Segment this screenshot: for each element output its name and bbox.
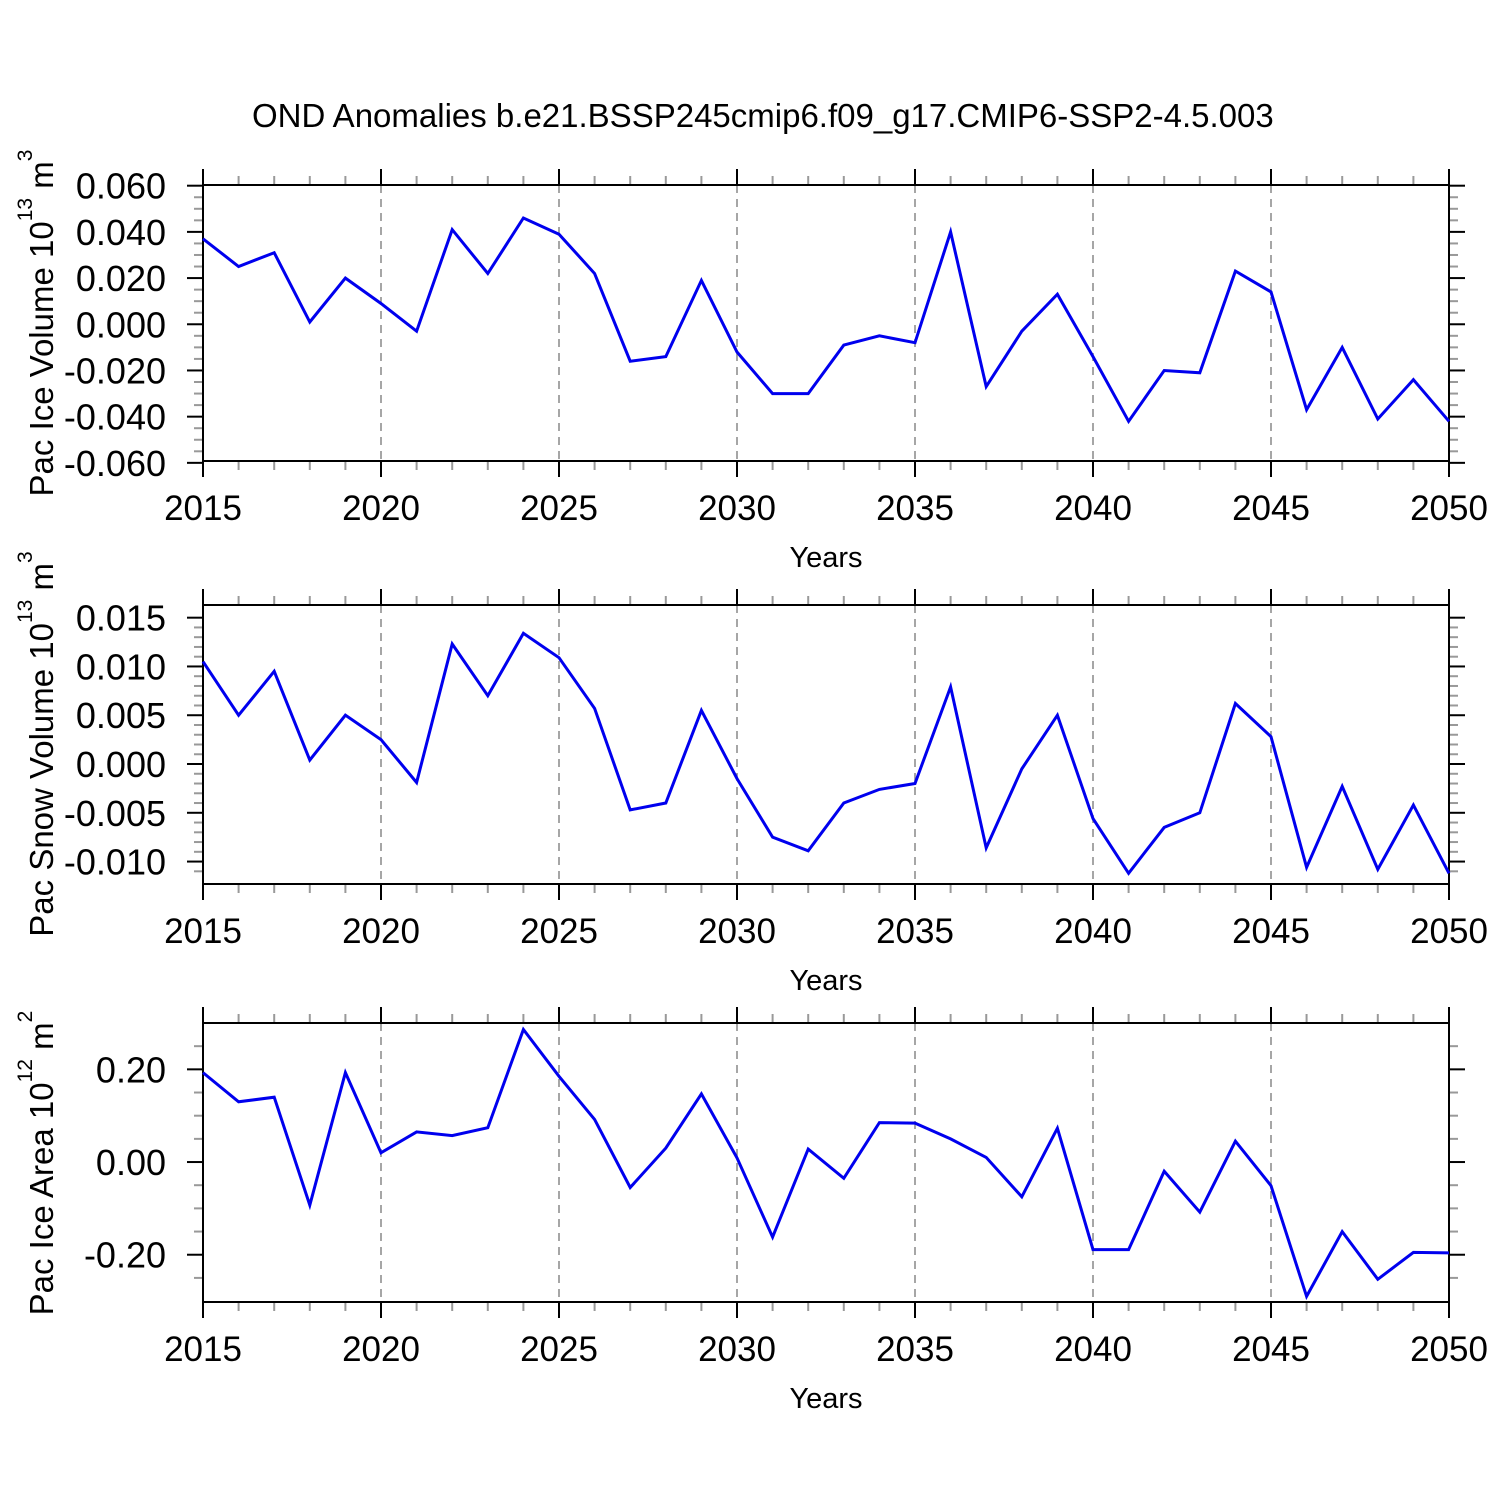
x-tick-label: 2045: [1232, 912, 1310, 951]
y-tick-label: -0.060: [64, 443, 166, 484]
y-tick-label: 0.005: [76, 695, 166, 736]
y-tick-label: 0.010: [76, 646, 166, 687]
x-tick-label: 2040: [1054, 912, 1132, 951]
x-axis-title: Years: [789, 1383, 862, 1415]
y-tick-label: 0.20: [96, 1049, 166, 1090]
y-tick-label: 0.015: [76, 598, 166, 639]
plot-frame: [202, 604, 1450, 885]
x-tick-label: 2020: [342, 489, 420, 528]
series-line-pac-snow-volume: [201, 631, 1451, 876]
plot-frame: [202, 1022, 1450, 1303]
y-tick-label: 0.000: [76, 744, 166, 785]
x-tick-label: 2015: [164, 1330, 242, 1369]
series-line-pac-ice-volume: [202, 216, 1451, 425]
x-tick-label: 2015: [164, 489, 242, 528]
plot-frame: [202, 184, 1450, 462]
y-tick-label: -0.040: [64, 397, 166, 438]
chart-title: OND Anomalies b.e21.BSSP245cmip6.f09_g17…: [252, 97, 1274, 134]
y-tick-label: -0.020: [64, 350, 166, 391]
x-tick-label: 2050: [1410, 1330, 1488, 1369]
x-tick-label: 2045: [1232, 489, 1310, 528]
y-tick-label: 0.020: [76, 258, 166, 299]
x-tick-label: 2035: [876, 912, 954, 951]
x-tick-label: 2050: [1410, 489, 1488, 528]
x-tick-label: 2020: [342, 912, 420, 951]
x-tick-label: 2040: [1054, 489, 1132, 528]
x-tick-label: 2025: [520, 489, 598, 528]
x-tick-label: 2035: [876, 1330, 954, 1369]
x-tick-label: 2015: [164, 912, 242, 951]
x-tick-label: 2045: [1232, 1330, 1310, 1369]
x-tick-label: 2030: [698, 912, 776, 951]
x-tick-label: 2050: [1410, 912, 1488, 951]
x-tick-label: 2040: [1054, 1330, 1132, 1369]
x-tick-label: 2035: [876, 489, 954, 528]
x-tick-label: 2030: [698, 489, 776, 528]
y-tick-label: 0.00: [96, 1142, 166, 1183]
y-tick-label: 0.060: [76, 166, 166, 207]
y-tick-label: 0.040: [76, 212, 166, 253]
x-tick-label: 2020: [342, 1330, 420, 1369]
x-tick-label: 2025: [520, 1330, 598, 1369]
series-line-pac-ice-area: [202, 1026, 1450, 1301]
y-tick-label: -0.010: [64, 842, 166, 883]
y-tick-label: -0.005: [64, 793, 166, 834]
x-axis-title: Years: [789, 965, 862, 997]
y-tick-label: 0.000: [76, 304, 166, 345]
x-axis-title: Years: [789, 542, 862, 574]
x-tick-label: 2030: [698, 1330, 776, 1369]
y-tick-label: -0.20: [84, 1235, 166, 1276]
x-tick-label: 2025: [520, 912, 598, 951]
